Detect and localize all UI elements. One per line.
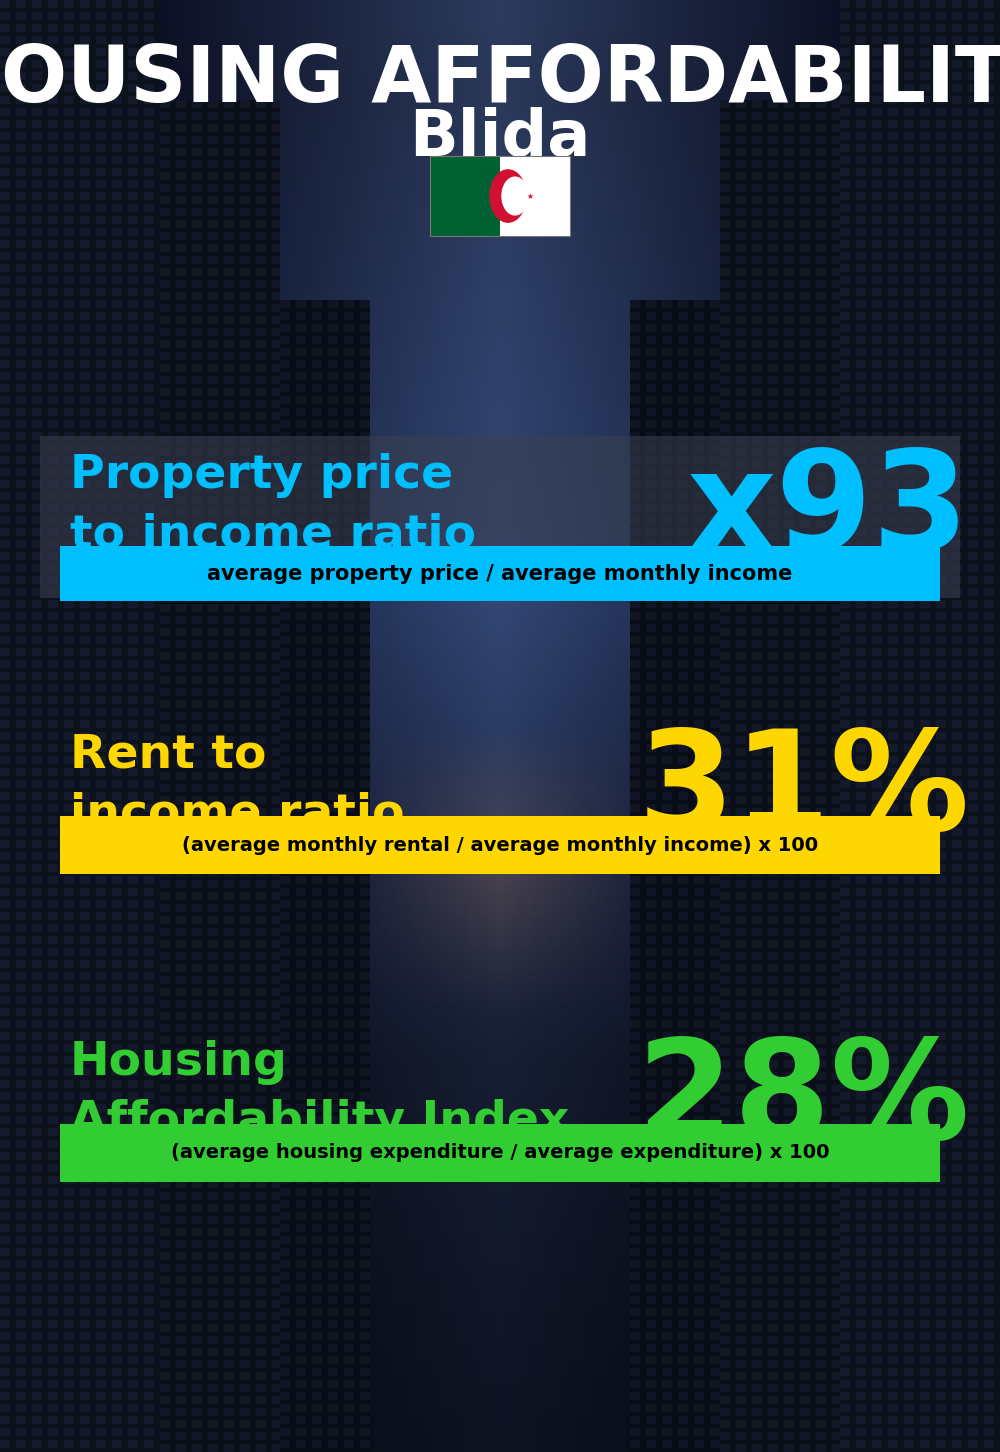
Circle shape bbox=[490, 170, 526, 222]
Bar bbox=[430, 155, 570, 235]
Text: (average housing expenditure / average expenditure) x 100: (average housing expenditure / average e… bbox=[171, 1143, 829, 1163]
Text: x93: x93 bbox=[687, 444, 970, 578]
Bar bbox=[500, 155, 570, 235]
Text: 28%: 28% bbox=[638, 1034, 970, 1167]
Circle shape bbox=[502, 177, 528, 215]
Bar bbox=[430, 155, 500, 235]
Text: HOUSING AFFORDABILITY: HOUSING AFFORDABILITY bbox=[0, 42, 1000, 118]
Text: Blida: Blida bbox=[409, 107, 591, 168]
Bar bbox=[60, 816, 940, 874]
Text: Rent to
income ratio: Rent to income ratio bbox=[70, 732, 404, 836]
Bar bbox=[60, 1124, 940, 1182]
Text: Property price
to income ratio: Property price to income ratio bbox=[70, 453, 476, 558]
Bar bbox=[60, 546, 940, 601]
Text: 31%: 31% bbox=[638, 725, 970, 858]
Bar bbox=[40, 436, 960, 598]
Text: Housing
Affordability Index: Housing Affordability Index bbox=[70, 1040, 569, 1144]
Text: average property price / average monthly income: average property price / average monthly… bbox=[207, 563, 793, 584]
Text: ★: ★ bbox=[527, 192, 533, 200]
Text: (average monthly rental / average monthly income) x 100: (average monthly rental / average monthl… bbox=[182, 835, 818, 855]
